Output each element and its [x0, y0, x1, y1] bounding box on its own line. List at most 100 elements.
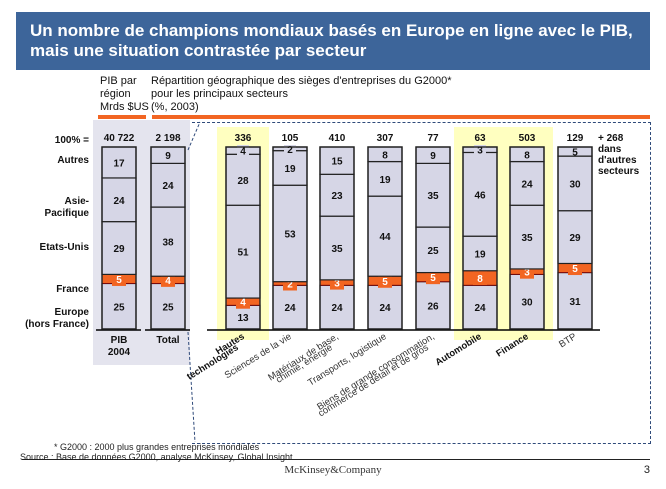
- bar-value-label: 17: [113, 158, 125, 169]
- bar-value-label: 5: [382, 277, 388, 288]
- bar-value-label: 28: [237, 176, 249, 187]
- bar-outline: [272, 146, 308, 330]
- bar-value-label: 29: [569, 233, 581, 244]
- bar-value-label: 9: [430, 151, 436, 162]
- row-label: Autres: [57, 155, 89, 166]
- row-label: Pacifique: [45, 208, 90, 219]
- category-label: Total: [156, 335, 179, 346]
- bar-value-label: 38: [162, 238, 174, 249]
- orange-rule-left: [98, 115, 146, 119]
- bar-outline: [415, 146, 451, 330]
- bar-value-label: 4: [165, 276, 171, 287]
- footer-rule: [22, 459, 650, 460]
- bar-value-label: 29: [113, 244, 125, 255]
- bar-value-label: 51: [237, 248, 249, 259]
- bar-segment: [319, 215, 355, 281]
- bar-value-label: 25: [427, 246, 439, 257]
- row-label: Europe: [55, 307, 90, 318]
- bar-outline: [462, 146, 498, 330]
- bar-value-label: 19: [379, 175, 391, 186]
- bar-outline: [150, 146, 186, 330]
- sector-dashed-frame: [192, 122, 651, 444]
- bar-value-label: 13: [237, 313, 249, 324]
- bar-segment: [367, 195, 403, 277]
- extra-sectors-note: d'autres: [598, 155, 637, 166]
- bar-segment: [319, 146, 355, 175]
- total-label: 100% =: [55, 135, 89, 146]
- small-value-badge: [237, 145, 249, 157]
- bar-value-label: 8: [477, 274, 483, 285]
- source-note: Source : Base de données G2000, analyse …: [20, 452, 293, 462]
- bar-value-label: 5: [572, 148, 578, 159]
- bar-value-label: 24: [284, 303, 296, 314]
- bar-value-label: 3: [524, 268, 530, 279]
- bar-value-label: 8: [382, 150, 388, 161]
- bar-outline: [225, 146, 261, 330]
- bar-value-label: 24: [474, 303, 486, 314]
- bar-total-label: 410: [329, 133, 346, 144]
- bar-value-label: 2: [287, 280, 293, 291]
- bar-segment: [150, 206, 186, 277]
- bar-value-label: 24: [162, 181, 174, 192]
- slide-title: Un nombre de champions mondiaux basés en…: [30, 21, 633, 60]
- bar-segment: [509, 160, 545, 206]
- bar-value-label: 53: [284, 229, 296, 240]
- page-number: 3: [643, 464, 650, 476]
- bar-value-label: 35: [331, 244, 343, 255]
- bar-value-label: 24: [113, 196, 125, 207]
- bar-value-label: 5: [430, 273, 436, 284]
- bar-value-label: 30: [569, 179, 581, 190]
- france-value-badge: [473, 271, 487, 286]
- bar-value-label: 4: [240, 147, 246, 158]
- bar-value-label: 19: [284, 164, 296, 175]
- bar-segment: [415, 162, 451, 228]
- extra-sectors-note: + 268: [598, 133, 624, 144]
- category-label: commerce de détail et de gros: [316, 342, 430, 419]
- bar-total-label: 40 722: [104, 133, 135, 144]
- bar-value-label: 15: [331, 157, 343, 168]
- bar-segment: [557, 155, 593, 212]
- bar-value-label: 26: [427, 301, 439, 312]
- bar-value-label: 5: [572, 264, 578, 275]
- bar-total-label: 503: [519, 133, 536, 144]
- bar-value-label: 30: [521, 298, 533, 309]
- bar-value-label: 24: [521, 179, 533, 190]
- bar-value-label: 44: [379, 232, 391, 243]
- bar-outline: [319, 146, 355, 330]
- header-repartition: Répartition géographique des sièges d'en…: [151, 75, 452, 113]
- orange-rule-right: [152, 115, 650, 119]
- bar-value-label: 25: [113, 302, 125, 313]
- bar-value-label: 3: [334, 279, 340, 290]
- header-pib: PIB par région Mrds $US: [100, 75, 149, 113]
- category-label: BTP: [557, 331, 579, 350]
- footnote: * G2000 : 2000 plus grandes entreprises …: [54, 442, 260, 452]
- connector-bottom: [187, 331, 196, 443]
- bar-total-label: 77: [427, 133, 439, 144]
- small-value-badge: [284, 145, 296, 153]
- bar-total-label: 63: [474, 133, 486, 144]
- bar-value-label: 3: [477, 146, 483, 157]
- category-label: 2004: [108, 347, 131, 358]
- france-value-badge: [568, 261, 582, 276]
- bar-value-label: 19: [474, 249, 486, 260]
- france-value-badge: [112, 271, 126, 286]
- bar-outline: [101, 146, 137, 330]
- row-label: Etats-Unis: [40, 242, 90, 253]
- bar-total-label: 129: [567, 133, 584, 144]
- row-label: France: [56, 284, 89, 295]
- bar-value-label: 23: [331, 191, 343, 202]
- row-label: Asie-: [65, 196, 89, 207]
- bar-outline: [557, 146, 593, 330]
- bar-value-label: 4: [240, 298, 246, 309]
- bar-total-label: 105: [282, 133, 299, 144]
- bar-value-label: 8: [524, 150, 530, 161]
- bar-value-label: 35: [427, 191, 439, 202]
- small-value-badge: [474, 145, 486, 155]
- bar-value-label: 5: [116, 275, 122, 286]
- france-value-badge: [378, 273, 392, 288]
- brand-logo: McKinsey&Company: [284, 464, 382, 476]
- bar-segment: [225, 204, 261, 299]
- bar-value-label: 35: [521, 233, 533, 244]
- bar-value-label: 2: [287, 145, 293, 156]
